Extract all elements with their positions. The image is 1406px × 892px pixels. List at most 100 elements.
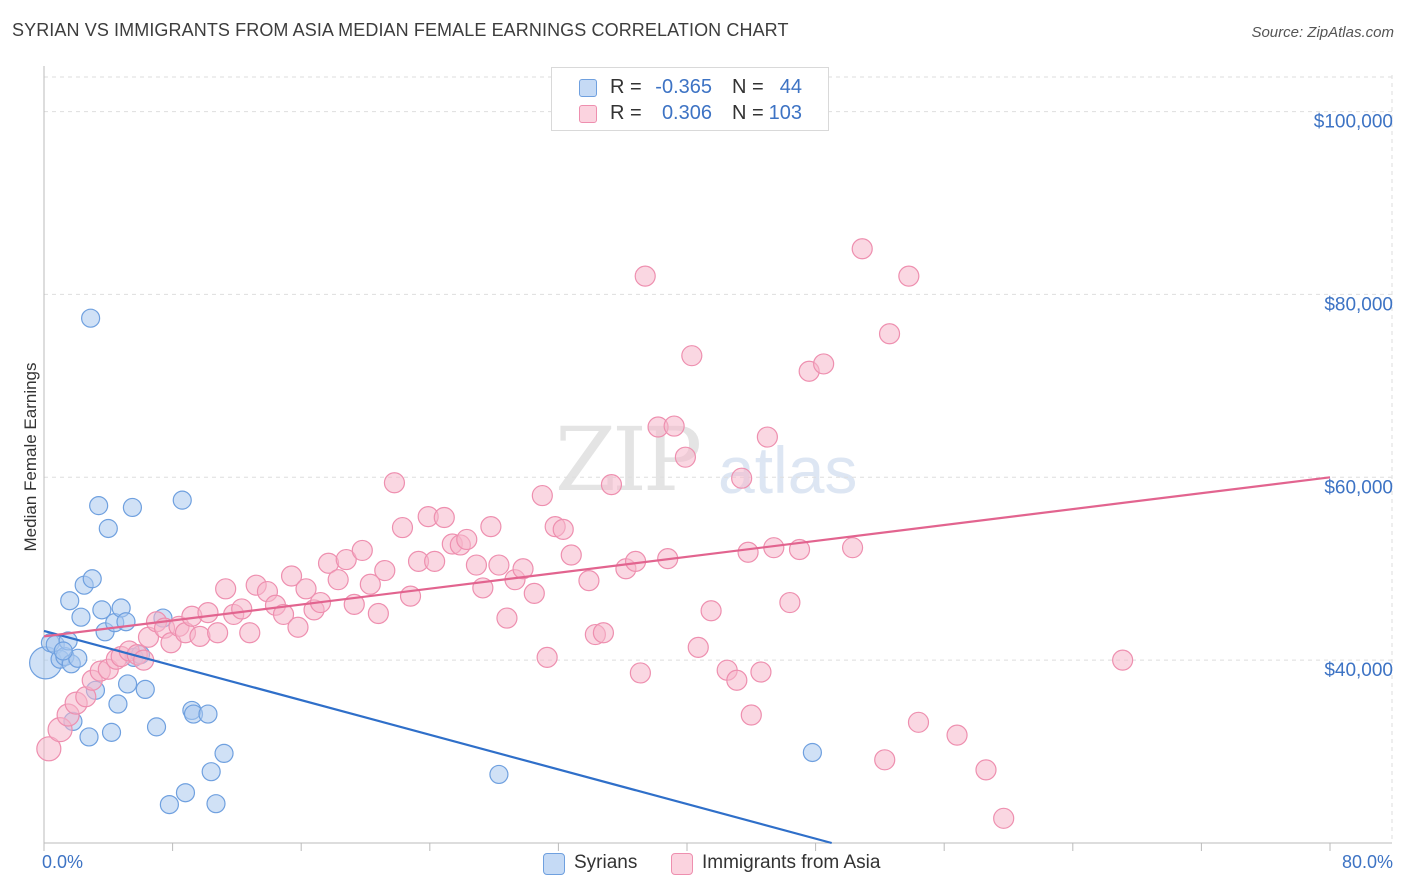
n-value: 44	[779, 76, 802, 98]
immigrants-point	[779, 591, 801, 614]
syrians-point	[82, 569, 102, 589]
immigrants-point	[391, 516, 414, 539]
immigrants-point	[731, 467, 753, 489]
tick-labels: $40,000 $60,000 $80,000 $100,000 0.0% 80.0%	[42, 112, 1393, 872]
immigrants-point	[424, 550, 446, 573]
immigrants-point	[975, 759, 997, 781]
immigrants-point	[433, 506, 455, 529]
immigrants-point	[907, 711, 930, 733]
n-label: N =	[732, 102, 764, 124]
legend-row-immigrants: R = 0.306 N = 103	[552, 102, 828, 126]
legend-swatch-immigrants	[671, 853, 693, 875]
syrians-point	[101, 722, 122, 742]
immigrants-point	[295, 578, 317, 600]
legend-row-syrians: R = -0.365 N = 44	[552, 76, 828, 100]
immigrants-point	[878, 323, 901, 345]
syrians-trend-line	[43, 629, 832, 845]
syrians-point	[198, 704, 218, 724]
syrians-point	[98, 518, 118, 539]
immigrants-point	[687, 636, 709, 658]
immigrants-point	[1112, 649, 1134, 671]
y-tick-label: $80,000	[1324, 294, 1393, 315]
n-label: N =	[732, 76, 764, 98]
immigrants-point	[946, 724, 968, 746]
immigrants-trend-line	[43, 476, 1331, 638]
immigrants-point	[552, 518, 574, 541]
immigrants-point	[756, 426, 778, 448]
syrians-point	[117, 674, 138, 694]
immigrants-point	[239, 622, 261, 644]
syrians-point	[172, 490, 192, 510]
immigrants-point	[351, 539, 373, 562]
syrians-point	[60, 591, 80, 611]
immigrants-point	[592, 622, 615, 644]
immigrants-point	[634, 265, 656, 287]
immigrants-point	[740, 704, 762, 726]
series-immigrants-from-asia	[36, 238, 1134, 829]
legend-swatch-syrians	[579, 79, 597, 97]
syrians-point	[214, 743, 234, 764]
n-value: 103	[768, 102, 802, 124]
immigrants-point	[488, 554, 510, 576]
immigrants-point	[465, 554, 488, 576]
immigrants-point	[327, 569, 349, 591]
immigrants-point	[207, 622, 229, 644]
immigrants-point	[383, 472, 406, 494]
syrians-point	[175, 783, 196, 803]
axes	[43, 66, 1392, 851]
syrians-point	[89, 496, 109, 516]
series-legend: Syrians Immigrants from Asia	[0, 852, 1406, 878]
immigrants-point	[531, 484, 553, 507]
syrians-point	[92, 600, 112, 620]
immigrants-point	[600, 474, 623, 496]
immigrants-point	[496, 607, 518, 629]
y-tick-label: $40,000	[1324, 660, 1393, 681]
r-label: R =	[610, 76, 642, 98]
immigrants-point	[726, 669, 748, 691]
y-axis-title: Median Female Earnings	[21, 363, 40, 552]
trend-lines	[43, 476, 1331, 845]
immigrants-point	[629, 662, 651, 684]
immigrants-point	[480, 516, 502, 538]
immigrants-point	[335, 548, 357, 571]
syrians-point	[81, 308, 101, 328]
legend-label-immigrants-from-asia: Immigrants from Asia	[702, 852, 881, 873]
immigrants-point	[700, 600, 722, 622]
immigrants-point	[750, 661, 772, 683]
immigrants-point	[374, 559, 396, 582]
r-label: R =	[610, 102, 642, 124]
y-tick-label: $100,000	[1314, 112, 1393, 133]
immigrants-point	[189, 625, 211, 647]
chart-title: SYRIAN VS IMMIGRANTS FROM ASIA MEDIAN FE…	[12, 20, 789, 40]
immigrants-point	[737, 541, 759, 563]
immigrants-point	[663, 415, 685, 437]
immigrants-point	[578, 569, 600, 592]
syrians-point	[159, 794, 179, 815]
syrians-point	[79, 727, 99, 747]
immigrants-point	[272, 603, 295, 626]
immigrants-point	[813, 353, 835, 375]
syrians-point	[53, 641, 73, 661]
immigrants-point	[512, 558, 534, 580]
legend-swatch-immigrants	[579, 105, 597, 123]
immigrants-point	[851, 238, 873, 260]
immigrants-point	[874, 749, 896, 771]
immigrants-point	[215, 578, 237, 600]
syrians-point	[135, 679, 155, 700]
r-value: 0.306	[661, 102, 712, 124]
r-value: -0.365	[655, 76, 712, 98]
legend-label-syrians: Syrians	[574, 852, 638, 873]
source-note: Source: ZipAtlas.com	[1251, 24, 1394, 41]
immigrants-point	[359, 573, 381, 595]
correlation-legend: R = -0.365 N = 44 R = 0.306 N = 103	[551, 67, 829, 131]
immigrants-point	[456, 528, 478, 551]
syrians-point	[206, 794, 226, 814]
immigrants-point	[231, 598, 253, 620]
grid-lines	[44, 75, 1393, 843]
immigrants-point	[560, 544, 582, 566]
immigrants-point	[197, 601, 219, 624]
immigrants-point	[536, 646, 558, 669]
syrians-point	[802, 742, 822, 763]
syrians-point	[201, 762, 221, 782]
